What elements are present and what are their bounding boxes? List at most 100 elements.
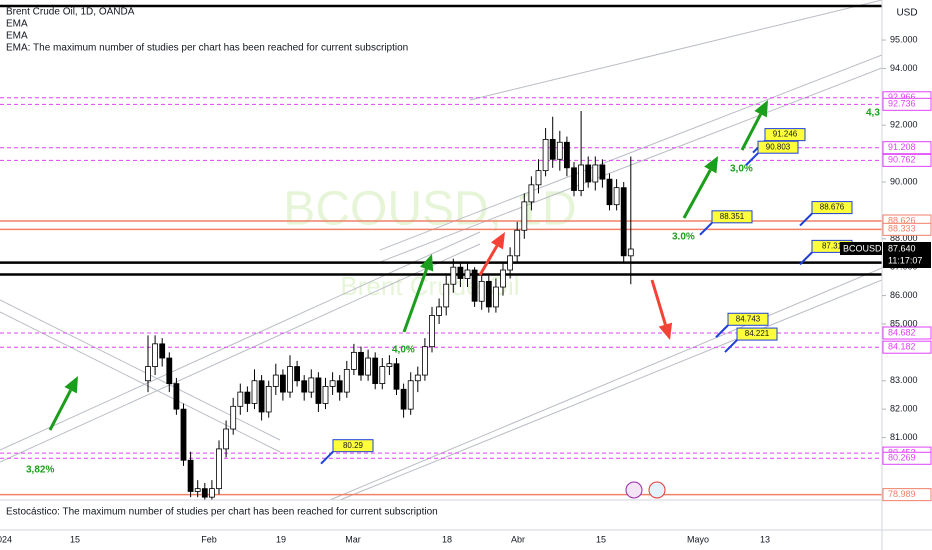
time-label: Mayo	[687, 534, 709, 544]
candle-body	[159, 343, 166, 359]
arrow-head	[754, 100, 768, 118]
callout-label: 87.31	[822, 241, 843, 250]
arrow-shaft	[402, 268, 429, 333]
channel-line	[339, 279, 882, 500]
arrow-shaft	[650, 279, 667, 326]
candle-body	[443, 283, 450, 308]
time-label: 19	[276, 534, 286, 544]
callout-label: 88.676	[820, 203, 845, 212]
event-icon[interactable]	[648, 481, 666, 499]
callout-label: 84.221	[745, 329, 770, 338]
time-label: 18	[442, 534, 452, 544]
candle-body	[187, 459, 194, 492]
candle-body	[350, 351, 357, 370]
y-tick-label: 85.000	[890, 318, 918, 328]
y-tick-label: 83.000	[890, 375, 918, 385]
price-axis: 95.00094.00092.00091.00090.00088.00087.0…	[840, 34, 932, 502]
candle-body	[301, 380, 308, 393]
arrow-head	[658, 322, 673, 340]
symbol-title: Brent Crude Oil, 1D, OANDA	[6, 7, 135, 18]
candle-body	[578, 164, 584, 191]
arrow-shaft	[48, 389, 72, 431]
candle-body	[308, 377, 315, 393]
arrows: 3,82% 4,0% 3.0% 3,0% 4,3	[26, 100, 880, 476]
time-label: Mar	[345, 534, 361, 544]
candle-body	[287, 366, 293, 393]
candle-body	[514, 229, 521, 257]
level-label-box	[882, 222, 932, 236]
level-label-box	[882, 153, 932, 167]
candle-body	[549, 139, 556, 160]
level-label: 91.208	[888, 142, 916, 152]
level-label: 88.626	[888, 215, 916, 225]
callout-label: 91.246	[773, 130, 798, 139]
level-label: 88.333	[888, 224, 916, 234]
candle-body	[599, 164, 606, 180]
y-tick-label: 82.000	[890, 404, 918, 414]
currency: USD	[896, 8, 917, 19]
callout-pointer	[745, 152, 759, 166]
candle-body	[407, 380, 414, 410]
candle-body	[571, 167, 577, 191]
percent-label: 3,82%	[26, 465, 54, 476]
candle-body	[542, 139, 549, 172]
candle-body	[528, 184, 535, 203]
candle-body	[365, 357, 372, 376]
arrow-shaft	[740, 113, 762, 151]
candle-body	[194, 488, 201, 492]
time-label: Feb	[201, 534, 217, 544]
callout-box	[727, 312, 769, 326]
y-tick-label: 90.000	[890, 176, 918, 186]
candle-body	[450, 266, 457, 285]
candle-body	[627, 248, 634, 257]
callouts: 91.246 90.803 88.351 88.676 87.31 84.743 84.22…	[320, 128, 853, 465]
y-tick-label: 81.000	[890, 432, 918, 442]
channel-line	[0, 231, 481, 451]
candle-body	[343, 368, 350, 393]
candle-body	[414, 374, 421, 382]
candle-body	[429, 315, 435, 348]
arrow-shaft	[478, 245, 499, 276]
candle-body	[208, 488, 215, 498]
level-label-box	[882, 340, 932, 354]
event-icon[interactable]	[625, 481, 643, 499]
y-tick-label: 92.000	[890, 120, 918, 130]
candle-body	[400, 388, 407, 410]
candle-body	[592, 164, 599, 183]
candle-body	[336, 380, 343, 393]
callout-pointer	[799, 251, 813, 266]
candle-body	[386, 363, 393, 367]
candle-body	[230, 405, 237, 430]
candle-body	[421, 346, 428, 376]
candle-body	[166, 357, 173, 384]
candle-body	[471, 269, 478, 302]
level-label: 78.989	[888, 489, 916, 499]
callout-box	[764, 128, 806, 142]
current-price: 87.640	[888, 243, 916, 253]
current-price-box	[883, 242, 931, 269]
callout-pointer	[799, 212, 813, 227]
candle-body	[358, 351, 364, 376]
candle-body	[322, 386, 329, 404]
candle-body	[478, 280, 485, 302]
candle-body	[152, 343, 159, 367]
candle-body	[223, 428, 230, 450]
callout-label: 84.743	[736, 314, 761, 323]
candle-body	[329, 380, 336, 387]
candle-body	[265, 386, 272, 413]
candle-body	[585, 164, 592, 183]
current-symbol-box	[840, 242, 882, 256]
time-label: Abr	[511, 534, 525, 544]
callout-box	[711, 210, 753, 224]
percent-label: 4,3	[866, 108, 880, 119]
candles	[145, 111, 634, 500]
candle-body	[393, 363, 400, 390]
callout-pointer	[724, 339, 738, 353]
candle-body	[492, 286, 499, 308]
arrow-head	[64, 376, 78, 394]
candle-body	[372, 357, 379, 384]
callout-pointer	[699, 222, 713, 236]
indicator: EMA	[6, 19, 28, 30]
level-label-box	[882, 97, 932, 111]
